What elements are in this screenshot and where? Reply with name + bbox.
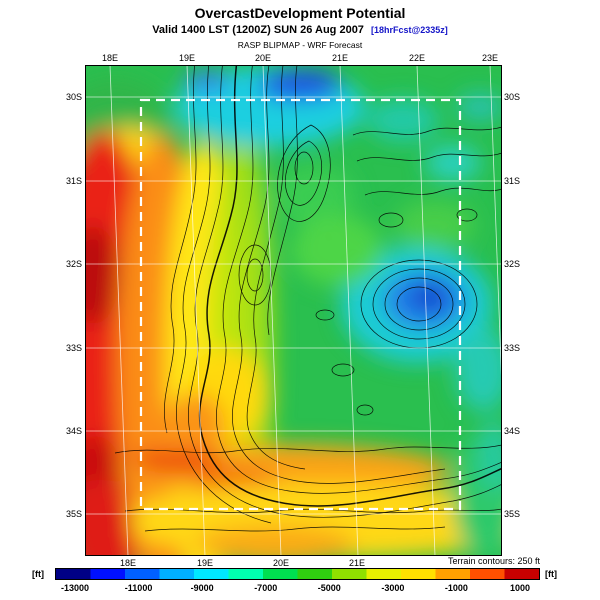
lon-tick-top: 18E — [101, 53, 118, 63]
lon-tick-bottom: 18E — [119, 558, 136, 568]
lat-tick-left: 33S — [65, 343, 82, 353]
colorbar-tick: -13000 — [60, 583, 90, 593]
valid-line: Valid 1400 LST (1200Z) SUN 26 Aug 2007 [… — [0, 24, 600, 36]
lat-tick-left: 31S — [65, 176, 82, 186]
lon-tick-top: 20E — [254, 53, 271, 63]
forecast-map — [85, 65, 502, 556]
lat-tick-left: 34S — [65, 426, 82, 436]
map-field-blobs — [85, 67, 502, 556]
valid-text: Valid 1400 LST (1200Z) SUN 26 Aug 2007 — [152, 24, 364, 36]
map-border — [85, 65, 502, 556]
lon-tick-bottom: 21E — [348, 558, 365, 568]
lat-tick-right: 32S — [504, 259, 521, 269]
colorbar-tick: -9000 — [190, 583, 214, 593]
lon-tick-top: 19E — [178, 53, 195, 63]
colorbar-unit-left: [ft] — [32, 569, 44, 579]
lon-tick-top: 21E — [331, 53, 348, 63]
colorbar-tick: -7000 — [254, 583, 278, 593]
page-title: OvercastDevelopment Potential — [194, 5, 406, 21]
lon-tick-top: 23E — [481, 53, 498, 63]
colorbar-unit-right: [ft] — [545, 569, 557, 579]
lat-tick-left: 30S — [65, 92, 82, 102]
lat-tick-right: 34S — [504, 426, 521, 436]
colorbar — [55, 568, 540, 580]
model-line: RASP BLIPMAP - WRF Forecast — [237, 40, 363, 50]
colorbar-tick: -5000 — [317, 583, 341, 593]
lon-tick-top: 22E — [408, 53, 425, 63]
lat-tick-left: 32S — [65, 259, 82, 269]
lon-tick-bottom: 20E — [272, 558, 289, 568]
colorbar-tick: 1000 — [509, 583, 531, 593]
lat-tick-right: 30S — [504, 92, 521, 102]
terrain-contours-note: Terrain contours: 250 ft — [447, 556, 540, 566]
lat-tick-right: 33S — [504, 343, 521, 353]
lat-tick-left: 35S — [65, 509, 82, 519]
colorbar-tick: -1000 — [444, 583, 468, 593]
inner-domain-rect — [139, 98, 462, 511]
colorbar-tick: -11000 — [124, 583, 153, 593]
lat-tick-right: 35S — [504, 509, 521, 519]
lon-tick-bottom: 19E — [196, 558, 213, 568]
forecast-tag: [18hrFcst@2335z] — [371, 25, 448, 35]
terrain-contour-lines — [114, 65, 502, 532]
colorbar-tick: -3000 — [381, 583, 405, 593]
lat-tick-right: 31S — [504, 176, 521, 186]
grid-lines — [85, 65, 502, 556]
